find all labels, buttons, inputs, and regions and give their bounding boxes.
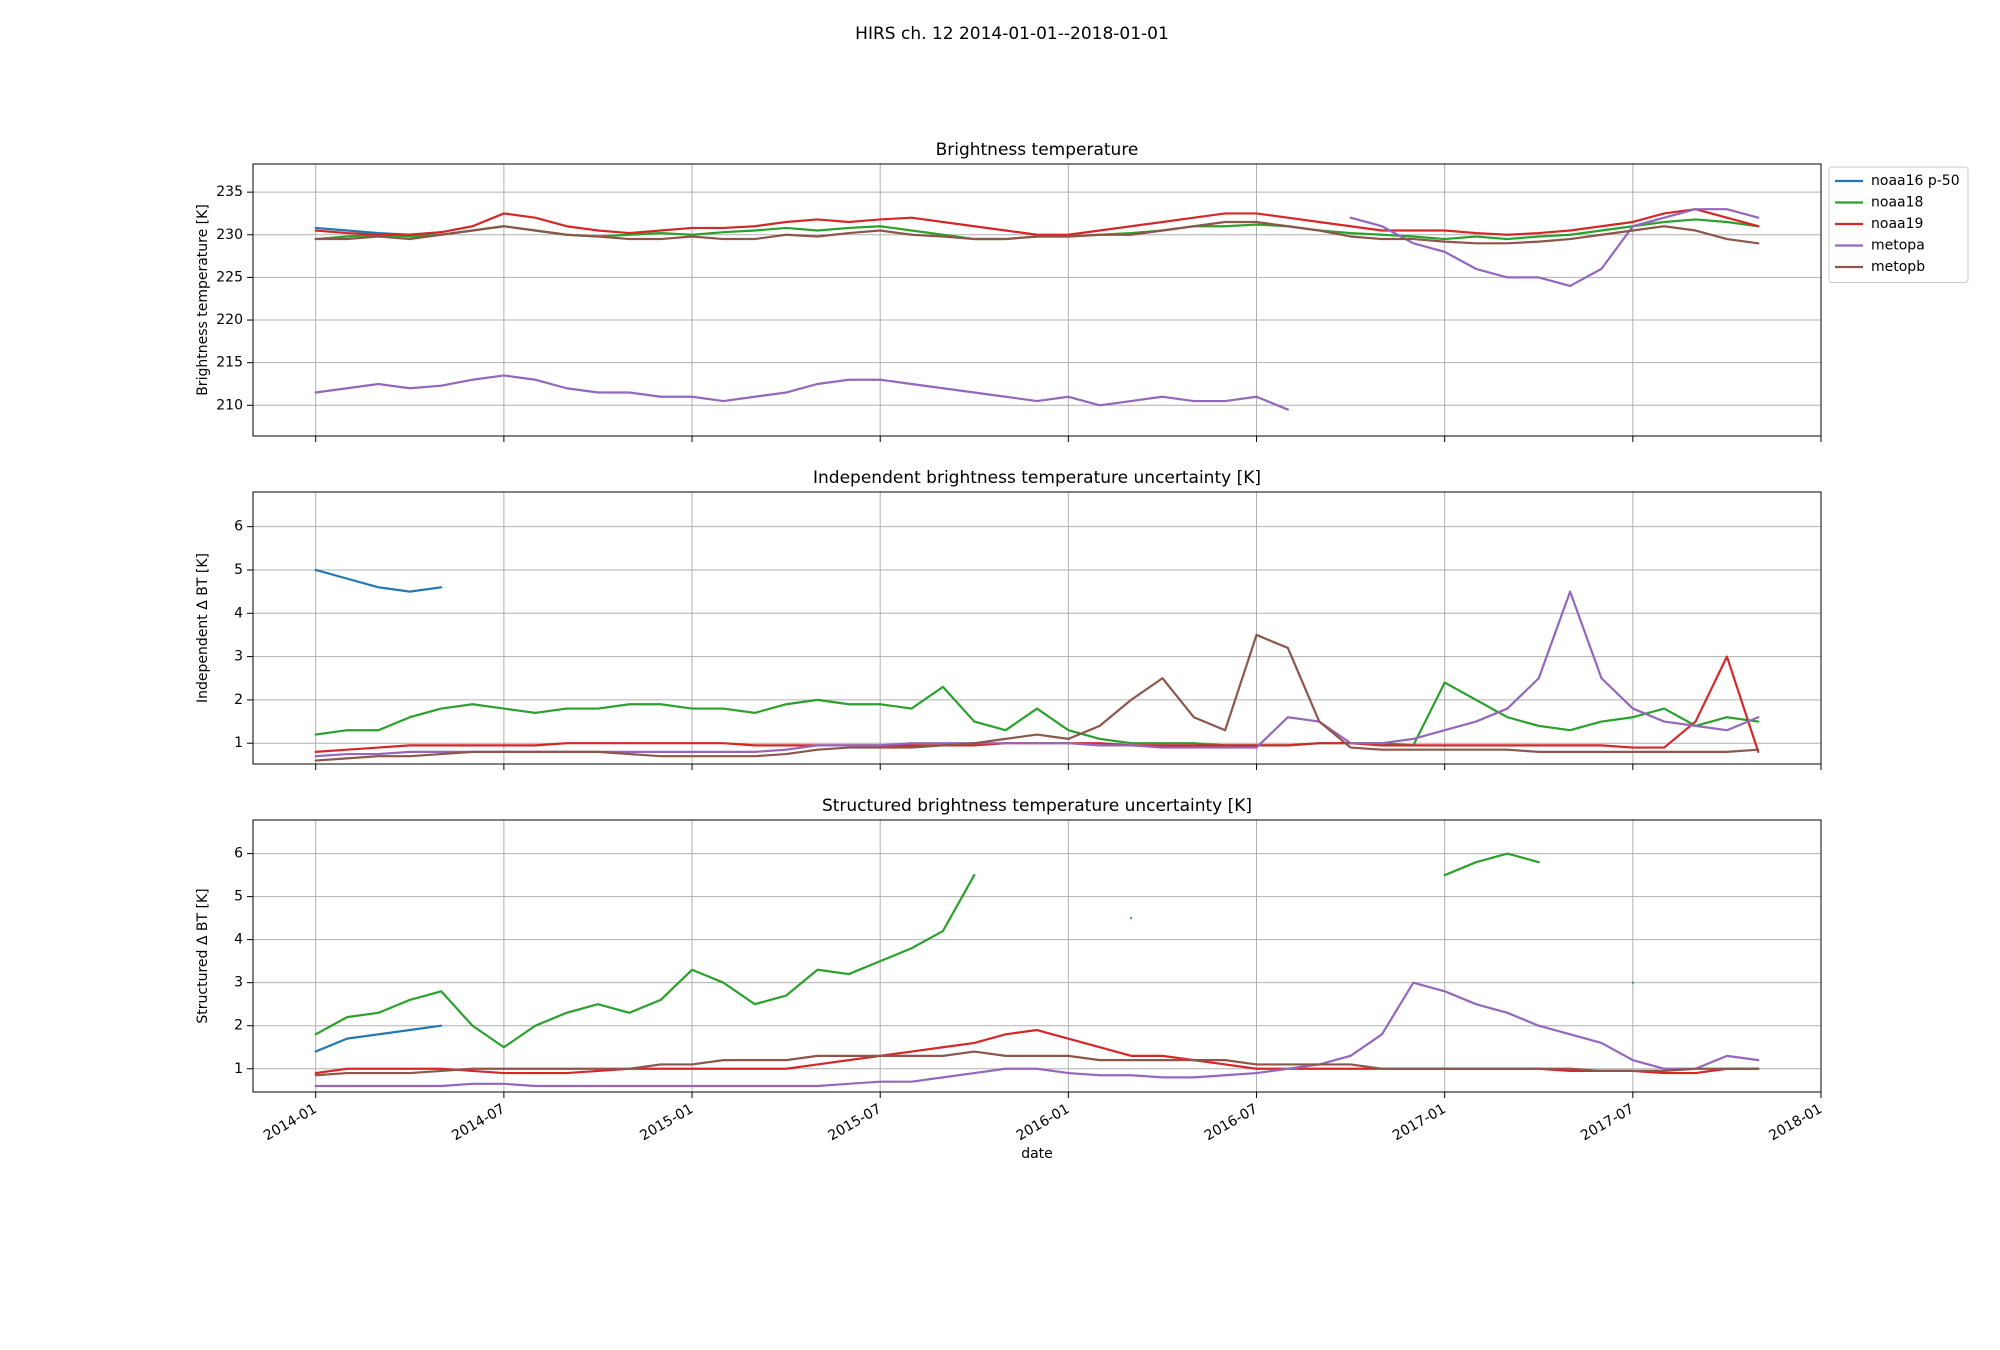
legend-label: noaa18 <box>1871 195 1923 211</box>
series-line <box>314 208 1760 411</box>
axes-title: Brightness temperature <box>936 140 1139 160</box>
y-tick-label: 4 <box>234 605 243 621</box>
axes-frame <box>252 819 1822 1093</box>
series-line <box>314 681 1760 747</box>
y-axis-label: Independent Δ BT [K] <box>195 553 211 703</box>
series-line <box>314 981 1760 1088</box>
axes-title: Independent brightness temperature uncer… <box>813 468 1261 488</box>
y-tick-label: 2 <box>234 1018 243 1034</box>
series-line <box>314 633 1760 762</box>
y-tick-label: 220 <box>216 312 243 328</box>
legend-label: metopa <box>1871 238 1925 254</box>
y-tick-label: 1 <box>234 735 243 751</box>
y-tick-label: 225 <box>216 269 243 285</box>
figure-title: HIRS ch. 12 2014-01-01--2018-01-01 <box>855 24 1169 44</box>
axes: 210 215 220 225 230 235 Brightness temperature… <box>195 140 1822 442</box>
legend-box <box>1828 166 1969 283</box>
y-tick-label: 1 <box>234 1061 243 1077</box>
series-line <box>314 852 1634 1049</box>
series-line <box>314 220 1760 245</box>
y-tick-label: 210 <box>216 397 243 413</box>
y-tick-label: 2 <box>234 692 243 708</box>
y-tick-label: 230 <box>216 227 243 243</box>
legend: noaa16 p-50 noaa18 noaa19 metopa metopb <box>1828 166 1969 283</box>
axes-frame <box>252 491 1822 765</box>
y-axis-label: Structured Δ BT [K] <box>195 888 211 1023</box>
series-line <box>314 1024 443 1053</box>
y-tick-label: 5 <box>234 562 243 578</box>
legend-label: noaa16 p-50 <box>1871 173 1960 189</box>
y-tick-label: 4 <box>234 932 243 948</box>
x-axis-label: date <box>1021 1146 1053 1162</box>
y-tick-label: 3 <box>234 649 243 665</box>
series-line <box>314 1050 1760 1077</box>
y-tick-label: 3 <box>234 975 243 991</box>
series-line <box>314 568 443 593</box>
series-line <box>314 208 1760 236</box>
legend-label: noaa19 <box>1871 216 1923 232</box>
y-tick-label: 235 <box>216 184 243 200</box>
legend-label: metopb <box>1871 259 1925 275</box>
axes-frame <box>252 163 1822 437</box>
axes-title: Structured brightness temperature uncert… <box>822 796 1252 816</box>
y-tick-label: 6 <box>234 846 243 862</box>
axes: 1 2 3 4 5 6 Independent brightness temperature… <box>195 468 1822 770</box>
y-tick-label: 6 <box>234 519 243 535</box>
y-axis-label: Brightness temperature [K] <box>195 204 211 396</box>
y-tick-label: 215 <box>216 355 243 371</box>
y-tick-label: 5 <box>234 889 243 905</box>
